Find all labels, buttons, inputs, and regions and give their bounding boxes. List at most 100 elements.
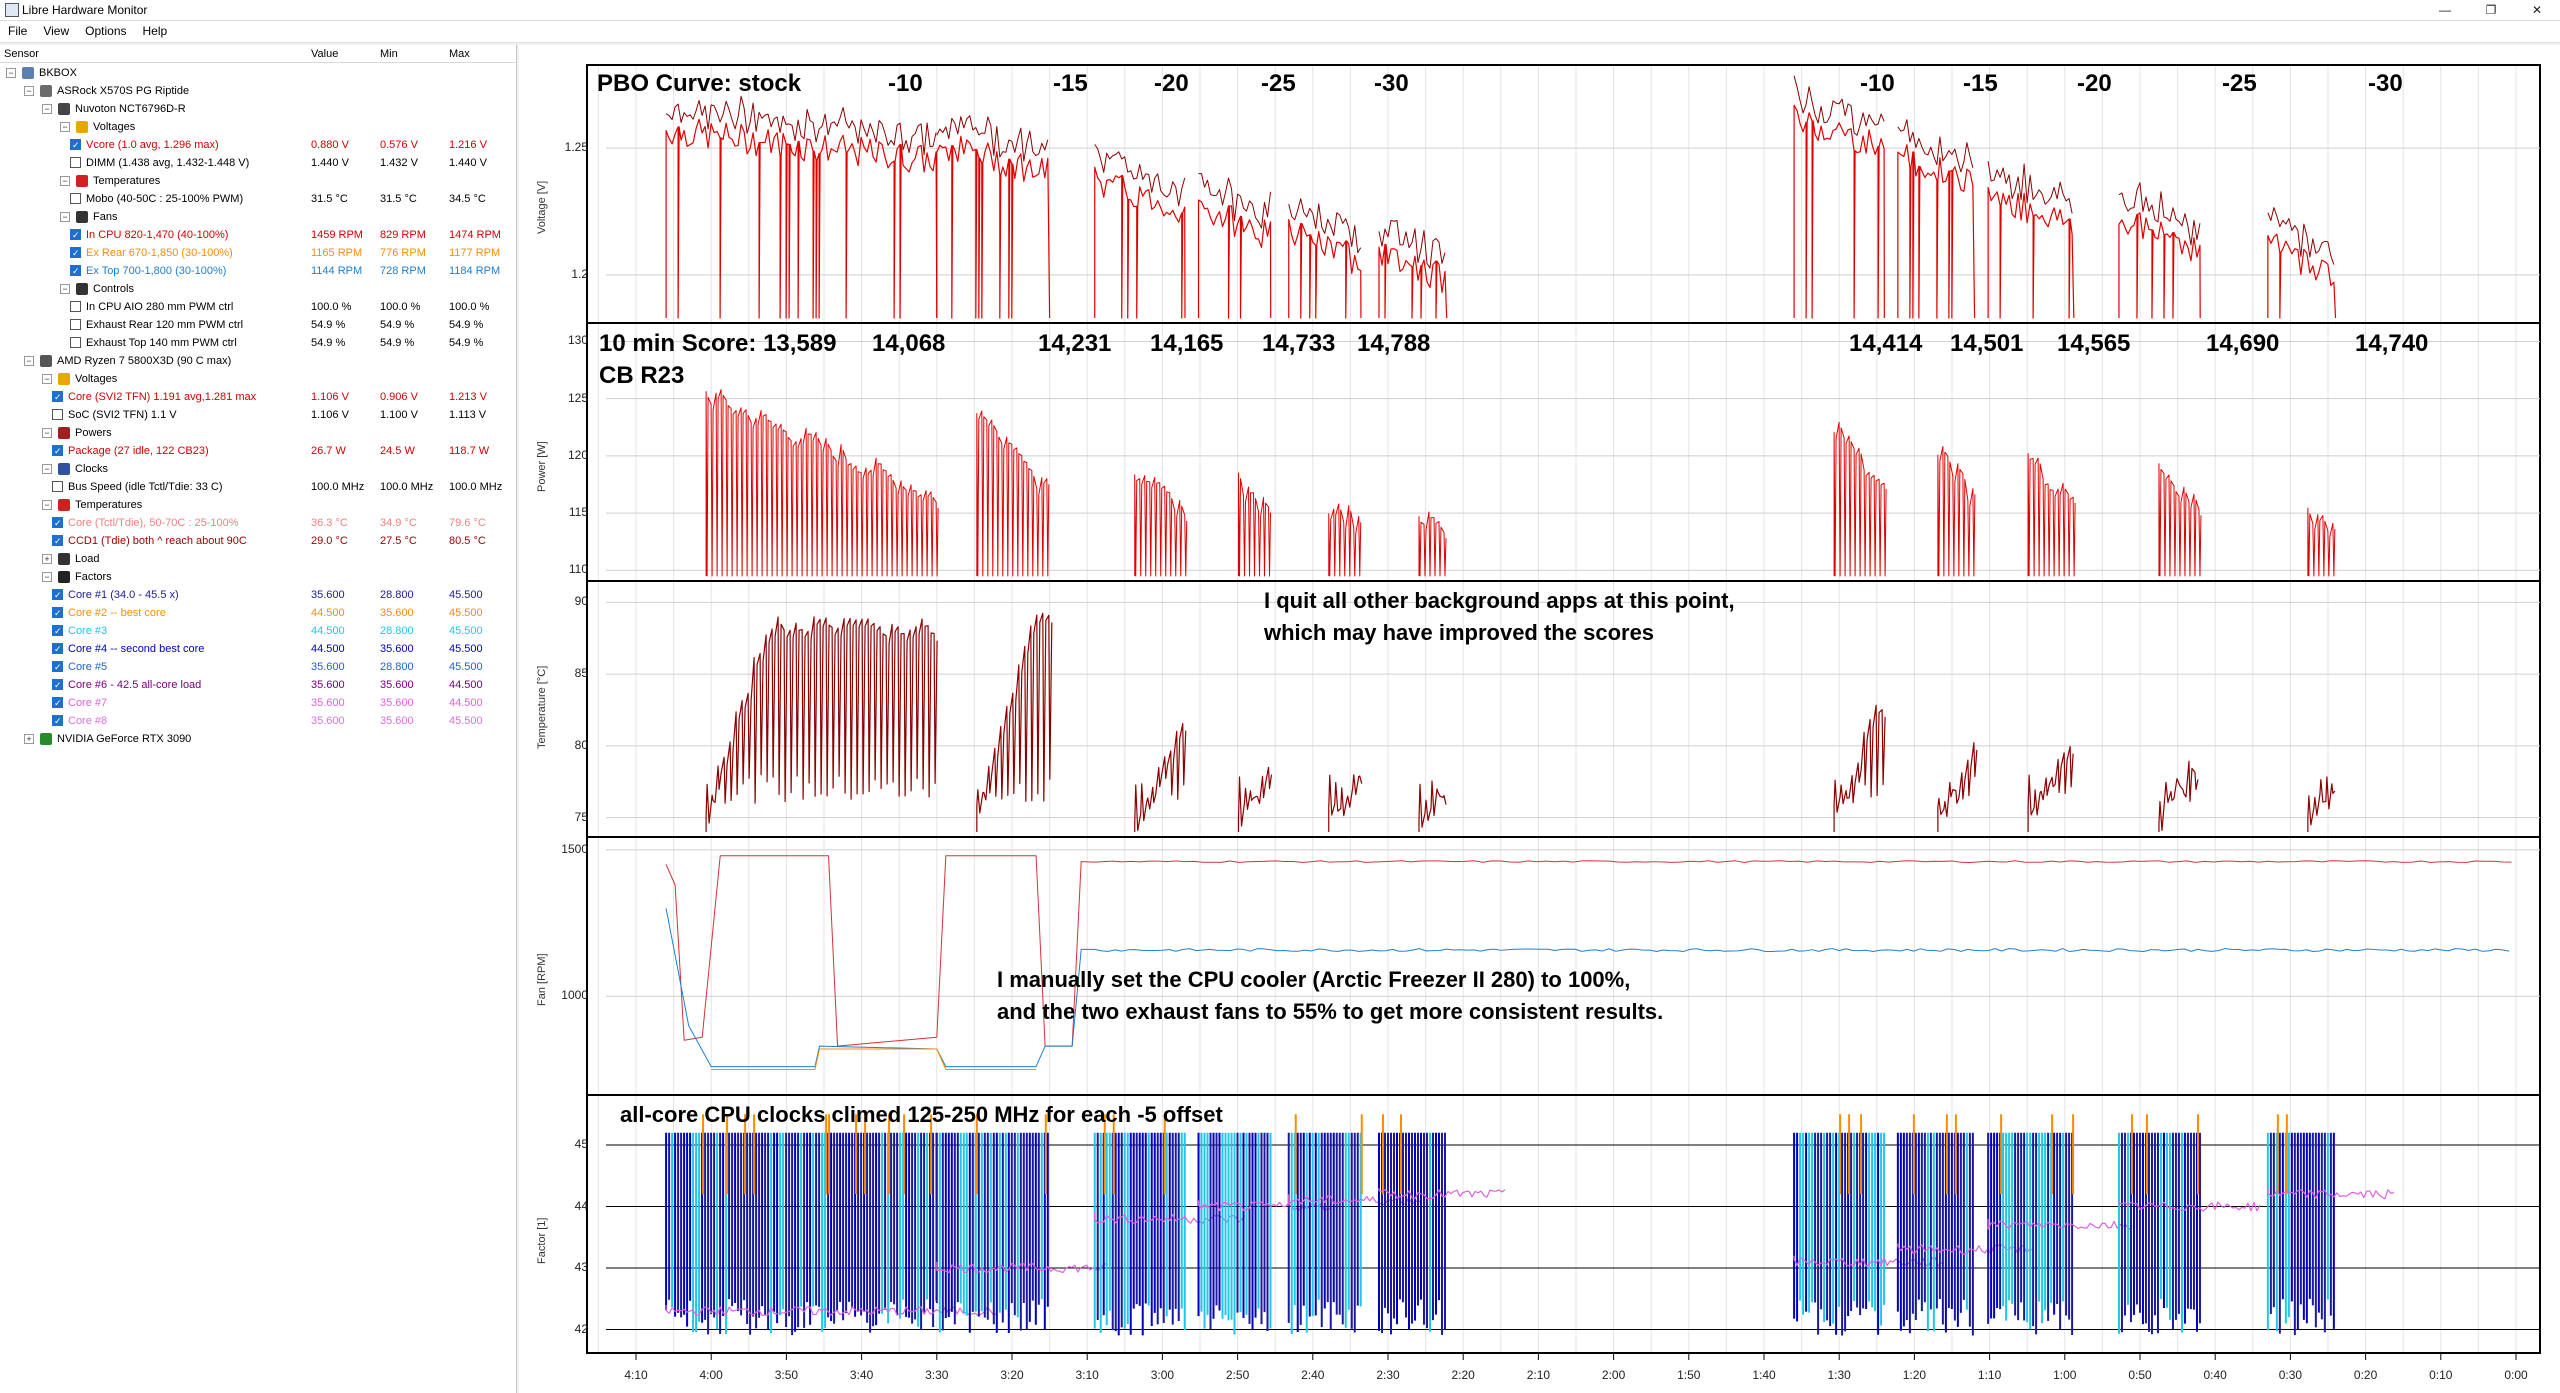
tree-node[interactable]: − BKBOX [0,64,512,82]
plot-checkbox[interactable] [52,514,63,532]
plot-checkbox[interactable] [70,193,81,204]
plot-checkbox[interactable] [52,409,63,420]
sensor-row[interactable]: Core (Tctl/Tdie), 50-70C : 25-100% 36.3 °… [0,514,512,532]
sensor-row[interactable]: In CPU AIO 280 mm PWM ctrl 100.0 % 100.0 %… [0,298,512,316]
plot-checkbox[interactable] [70,226,81,244]
tree-node[interactable]: + NVIDIA GeForce RTX 3090 [0,730,512,748]
sensor-row[interactable]: Core #8 35.600 35.600 45.500 [0,712,512,730]
plot-checkbox[interactable] [52,676,63,694]
sensor-row[interactable]: Core (SVI2 TFN) 1.191 avg,1.281 max 1.106… [0,388,512,406]
menu-file[interactable]: File [8,24,28,38]
tree-node[interactable]: − Temperatures [0,172,512,190]
plot-checkbox[interactable] [70,244,81,262]
sensor-value: 0.880 V [311,139,349,151]
tree-node[interactable]: − ASRock X570S PG Riptide [0,82,512,100]
menu-help[interactable]: Help [142,24,168,38]
collapse-icon[interactable]: − [60,212,70,222]
sensor-row[interactable]: In CPU 820-1,470 (40-100%) 1459 RPM 829 RP… [0,226,512,244]
sensor-row[interactable]: Bus Speed (idle Tctl/Tdie: 33 C) 100.0 MH… [0,478,512,496]
column-max[interactable]: Max [449,48,470,60]
plot-checkbox[interactable] [70,301,81,312]
tree-node[interactable]: − Fans [0,208,512,226]
sensor-row[interactable]: Mobo (40-50C : 25-100% PWM) 31.5 °C 31.5 °… [0,190,512,208]
sensor-max: 45.500 [449,607,483,619]
tree-node[interactable]: − Clocks [0,460,512,478]
menu-view[interactable]: View [43,24,70,38]
sensor-row[interactable]: Core #2 -- best core 44.500 35.600 45.500 [0,604,512,622]
tree-node[interactable]: − Controls [0,280,512,298]
sensor-row[interactable]: Core #5 35.600 28.800 45.500 [0,658,512,676]
tree-node[interactable]: − Nuvoton NCT6796D-R [0,100,512,118]
plot-checkbox[interactable] [52,712,63,730]
collapse-icon[interactable]: − [42,464,52,474]
sensor-row[interactable]: Exhaust Rear 120 mm PWM ctrl 54.9 % 54.9 %… [0,316,512,334]
tree-node[interactable]: + Load [0,550,512,568]
plot-checkbox[interactable] [52,658,63,676]
tree-node[interactable]: − AMD Ryzen 7 5800X3D (90 C max) [0,352,512,370]
tree-node-label: Controls [93,283,134,295]
collapse-icon[interactable]: − [60,176,70,186]
tree-header: Sensor Value Min Max [0,45,516,63]
expand-icon[interactable]: + [24,734,34,744]
sensor-row[interactable]: Vcore (1.0 avg, 1.296 max) 0.880 V 0.576 V… [0,136,512,154]
expand-icon[interactable]: + [42,554,52,564]
sensor-row[interactable]: Core #1 (34.0 - 45.5 x) 35.600 28.800 45.50… [0,586,512,604]
maximize-button[interactable]: ❐ [2485,3,2497,17]
annotation-offset: -20 [1154,70,1189,97]
minimize-button[interactable]: — [2439,3,2451,17]
sensor-row[interactable]: Core #6 - 42.5 all-core load 35.600 35.600… [0,676,512,694]
sensor-row[interactable]: Core #7 35.600 35.600 44.500 [0,694,512,712]
plot-checkbox[interactable] [52,604,63,622]
collapse-icon[interactable]: − [60,122,70,132]
plot-checkbox[interactable] [52,481,63,492]
collapse-icon[interactable]: − [60,284,70,294]
x-tick-label: 1:50 [1677,1368,1701,1382]
plot-checkbox[interactable] [52,622,63,640]
collapse-icon[interactable]: − [6,68,16,78]
sensor-row[interactable]: CCD1 (Tdie) both ^ reach about 90C 29.0 °… [0,532,512,550]
x-tick-label: 2:00 [1601,1368,1626,1382]
plot-checkbox[interactable] [70,319,81,330]
column-value[interactable]: Value [311,48,339,60]
sensor-value: 1165 RPM [311,247,363,259]
collapse-icon[interactable]: − [24,86,34,96]
tree-node[interactable]: − Voltages [0,118,512,136]
sensor-row[interactable]: Package (27 idle, 122 CB23) 26.7 W 24.5 W 1… [0,442,512,460]
close-button[interactable]: ✕ [2531,3,2543,17]
x-tick-label: 3:50 [774,1368,799,1382]
plot-checkbox[interactable] [52,586,63,604]
sensor-row[interactable]: Exhaust Top 140 mm PWM ctrl 54.9 % 54.9 % 5… [0,334,512,352]
collapse-icon[interactable]: − [42,500,52,510]
tree-node[interactable]: − Temperatures [0,496,512,514]
column-min[interactable]: Min [380,48,398,60]
plot-checkbox[interactable] [70,136,81,154]
column-sensor[interactable]: Sensor [4,48,39,60]
collapse-icon[interactable]: − [42,572,52,582]
collapse-icon[interactable]: − [42,428,52,438]
sensor-row[interactable]: DIMM (1.438 avg, 1.432-1.448 V) 1.440 V 1.… [0,154,512,172]
tree-node[interactable]: − Voltages [0,370,512,388]
plot-checkbox[interactable] [70,337,81,348]
sensor-row[interactable]: Ex Top 700-1,800 (30-100%) 1144 RPM 728 RP… [0,262,512,280]
collapse-icon[interactable]: − [42,374,52,384]
plot-checkbox[interactable] [70,262,81,280]
tree-node[interactable]: − Powers [0,424,512,442]
sensor-row[interactable]: SoC (SVI2 TFN) 1.1 V 1.106 V 1.100 V 1.113 … [0,406,512,424]
plot-checkbox[interactable] [52,532,63,550]
sensor-row[interactable]: Core #4 -- second best core 44.500 35.600 4… [0,640,512,658]
collapse-icon[interactable]: − [42,104,52,114]
menu-options[interactable]: Options [85,24,127,38]
plot-checkbox[interactable] [70,157,81,168]
sensor-max: 79.6 °C [449,517,486,529]
tree-node[interactable]: − Factors [0,568,512,586]
collapse-icon[interactable]: − [24,356,34,366]
plot-checkbox[interactable] [52,442,63,460]
alpha-icon [58,571,70,583]
sensor-row[interactable]: Ex Rear 670-1,850 (30-100%) 1165 RPM 776 R… [0,244,512,262]
plot-checkbox[interactable] [52,640,63,658]
sensor-value: 36.3 °C [311,517,348,529]
plot-checkbox[interactable] [52,694,63,712]
plot-checkbox[interactable] [52,388,63,406]
sensor-row[interactable]: Core #3 44.500 28.800 45.500 [0,622,512,640]
sensor-max: 45.500 [449,661,483,673]
